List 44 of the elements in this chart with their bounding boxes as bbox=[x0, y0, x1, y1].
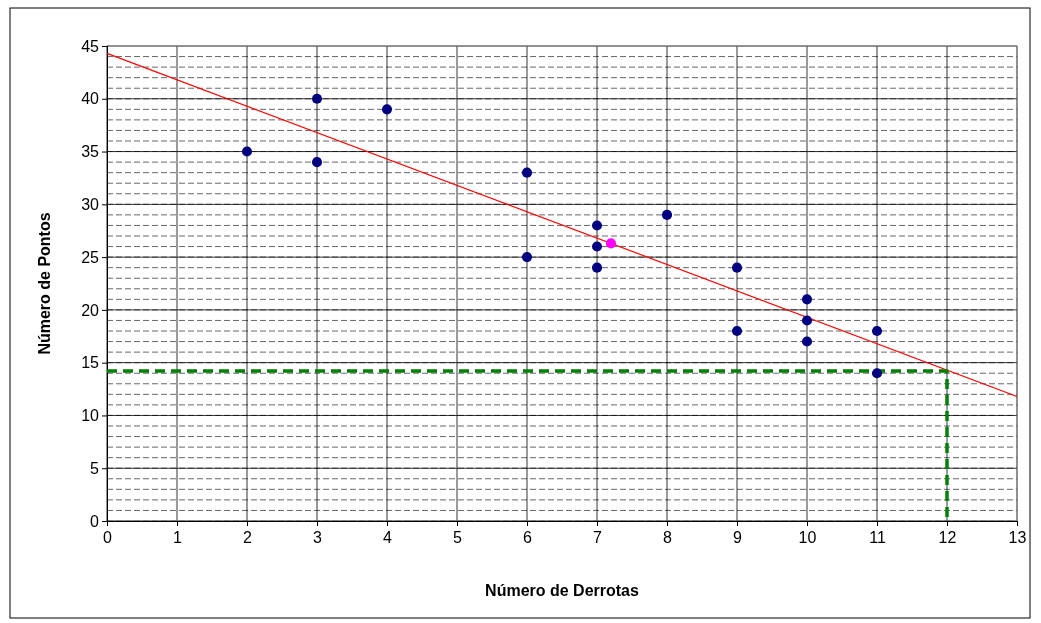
point bbox=[801, 336, 813, 347]
x-tick-label: 1 bbox=[173, 529, 183, 547]
point bbox=[311, 93, 323, 104]
point bbox=[381, 104, 393, 115]
x-tick-label: 0 bbox=[103, 529, 113, 547]
y-tick-label: 5 bbox=[90, 459, 100, 477]
y-tick-label: 30 bbox=[81, 195, 100, 213]
point bbox=[731, 262, 743, 273]
y-tick-label: 25 bbox=[81, 248, 100, 266]
x-axis-title: Número de Derrotas bbox=[485, 582, 640, 599]
point bbox=[241, 146, 253, 157]
x-tick-label: 13 bbox=[1008, 529, 1027, 547]
point bbox=[521, 167, 533, 178]
point bbox=[801, 294, 813, 305]
y-axis-title: Número de Pontos bbox=[36, 212, 53, 355]
point bbox=[311, 157, 323, 168]
point bbox=[661, 209, 673, 220]
y-tick-label: 15 bbox=[81, 354, 100, 372]
point bbox=[591, 241, 603, 252]
x-tick-label: 6 bbox=[523, 529, 533, 547]
x-tick-label: 10 bbox=[798, 529, 817, 547]
point bbox=[871, 325, 883, 337]
x-tick-label: 8 bbox=[663, 529, 673, 547]
point bbox=[801, 315, 813, 326]
y-tick-label: 20 bbox=[81, 301, 100, 319]
point bbox=[871, 368, 883, 379]
point bbox=[605, 238, 617, 249]
x-tick-label: 5 bbox=[453, 529, 463, 547]
x-tick-label: 7 bbox=[593, 529, 603, 547]
point bbox=[591, 220, 603, 231]
y-tick-label: 35 bbox=[81, 143, 100, 161]
y-tick-label: 10 bbox=[81, 407, 100, 425]
x-tick-label: 3 bbox=[313, 529, 323, 547]
point bbox=[591, 262, 603, 273]
x-tick-label: 11 bbox=[869, 529, 886, 547]
y-tick-label: 45 bbox=[81, 37, 100, 55]
y-tick-label: 0 bbox=[90, 512, 100, 530]
x-tick-label: 4 bbox=[383, 529, 393, 547]
point bbox=[521, 252, 533, 263]
y-tick-label: 40 bbox=[81, 90, 100, 108]
point bbox=[731, 325, 743, 337]
x-tick-label: 9 bbox=[733, 529, 743, 547]
x-tick-label: 12 bbox=[938, 529, 957, 547]
x-tick-label: 2 bbox=[243, 529, 253, 547]
